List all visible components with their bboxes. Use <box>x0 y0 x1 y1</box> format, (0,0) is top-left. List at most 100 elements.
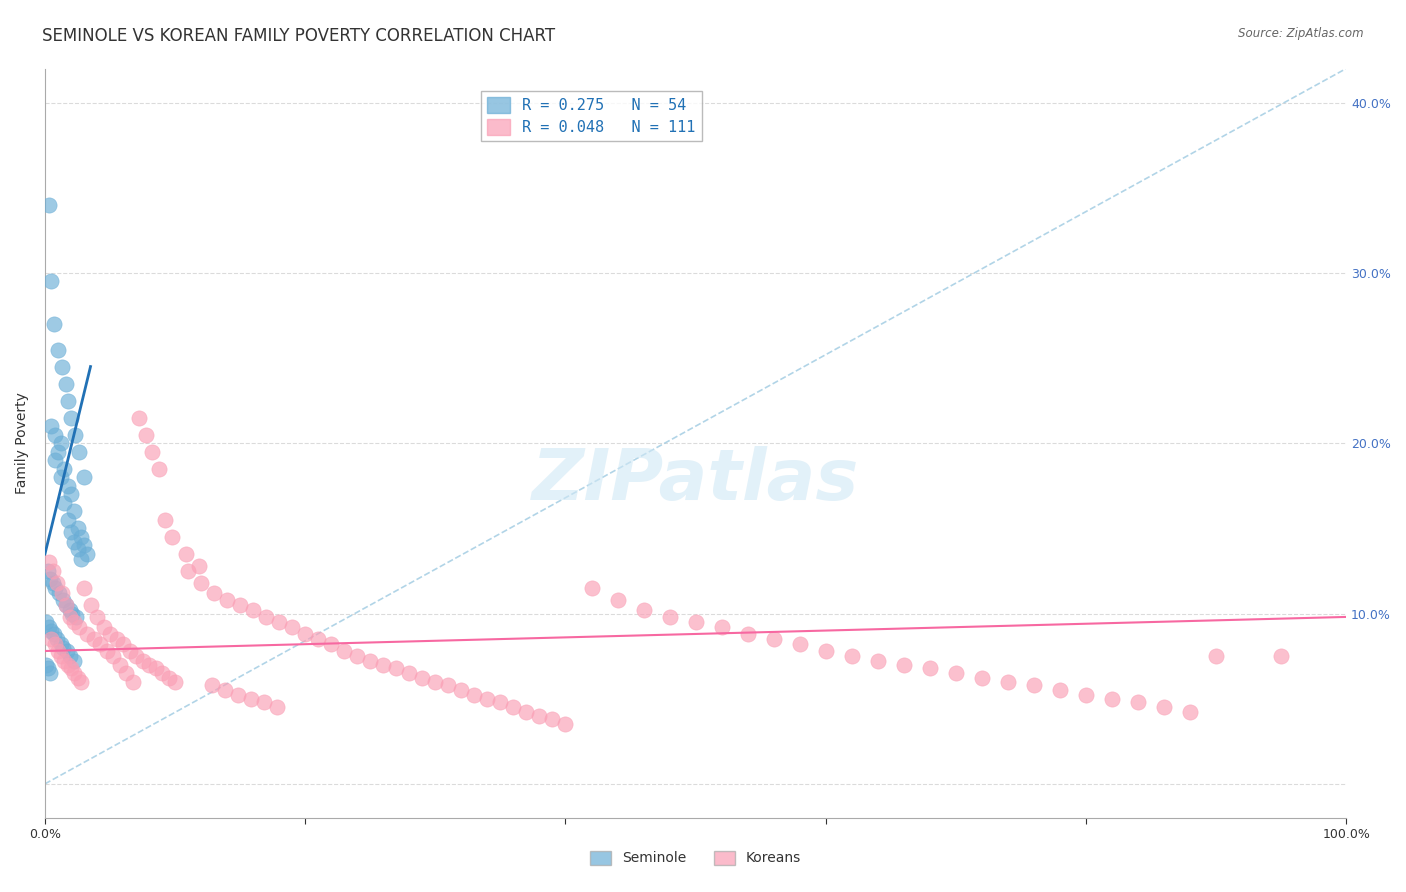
Point <box>502 700 524 714</box>
Point <box>41 419 63 434</box>
Point <box>93 620 115 634</box>
Point <box>73 470 96 484</box>
Point <box>187 558 209 573</box>
Point <box>53 462 76 476</box>
Point <box>39 573 62 587</box>
Point <box>53 654 76 668</box>
Point <box>658 610 681 624</box>
Point <box>177 564 200 578</box>
Point <box>101 649 124 664</box>
Point <box>294 627 316 641</box>
Point <box>59 524 82 539</box>
Point <box>70 530 93 544</box>
Point <box>945 666 967 681</box>
Point <box>58 513 80 527</box>
Point <box>157 671 180 685</box>
Point <box>385 661 408 675</box>
Point <box>200 678 222 692</box>
Point <box>62 535 84 549</box>
Point <box>437 678 460 692</box>
Point <box>150 666 173 681</box>
Point <box>373 657 395 672</box>
Point <box>529 708 551 723</box>
Point <box>489 695 512 709</box>
Point <box>114 666 136 681</box>
Point <box>42 627 65 641</box>
Point <box>73 581 96 595</box>
Y-axis label: Family Poverty: Family Poverty <box>15 392 30 494</box>
Point <box>997 674 1019 689</box>
Point <box>1178 706 1201 720</box>
Point <box>239 691 262 706</box>
Point <box>190 575 212 590</box>
Point <box>125 649 148 664</box>
Point <box>214 683 236 698</box>
Point <box>110 657 132 672</box>
Point <box>59 661 82 675</box>
Point <box>44 581 66 595</box>
Point <box>42 575 65 590</box>
Point <box>70 552 93 566</box>
Point <box>62 615 84 629</box>
Point <box>62 666 84 681</box>
Point <box>737 627 759 641</box>
Point <box>56 644 79 658</box>
Point <box>266 700 288 714</box>
Point <box>67 620 90 634</box>
Point <box>66 671 89 685</box>
Point <box>762 632 785 646</box>
Point <box>1153 700 1175 714</box>
Point <box>38 620 60 634</box>
Point <box>83 632 105 646</box>
Point <box>165 674 187 689</box>
Point <box>477 691 499 706</box>
Point <box>606 593 628 607</box>
Point <box>76 627 98 641</box>
Point <box>41 274 63 288</box>
Point <box>58 479 80 493</box>
Point <box>1205 649 1227 664</box>
Point <box>893 657 915 672</box>
Point <box>62 654 84 668</box>
Point <box>70 674 93 689</box>
Point <box>254 610 277 624</box>
Point <box>59 603 82 617</box>
Point <box>463 688 485 702</box>
Point <box>269 615 291 629</box>
Point <box>141 444 163 458</box>
Point <box>321 637 343 651</box>
Point <box>37 564 59 578</box>
Legend: R = 0.275   N = 54, R = 0.048   N = 111: R = 0.275 N = 54, R = 0.048 N = 111 <box>481 91 702 142</box>
Point <box>118 644 141 658</box>
Point <box>202 586 225 600</box>
Point <box>44 453 66 467</box>
Point <box>242 603 264 617</box>
Point <box>307 632 329 646</box>
Point <box>60 607 83 621</box>
Point <box>789 637 811 651</box>
Point <box>970 671 993 685</box>
Point <box>59 487 82 501</box>
Point <box>89 637 111 651</box>
Point <box>581 581 603 595</box>
Point <box>73 538 96 552</box>
Point <box>45 575 67 590</box>
Point <box>63 427 86 442</box>
Point <box>55 598 77 612</box>
Point <box>174 547 197 561</box>
Point <box>39 666 62 681</box>
Point <box>841 649 863 664</box>
Point <box>58 393 80 408</box>
Point <box>1270 649 1292 664</box>
Point <box>229 598 252 612</box>
Point <box>46 444 69 458</box>
Point <box>710 620 733 634</box>
Point <box>55 598 77 612</box>
Point <box>918 661 941 675</box>
Point <box>131 654 153 668</box>
Point <box>1074 688 1097 702</box>
Point <box>41 632 63 646</box>
Point <box>42 317 65 331</box>
Point <box>122 674 145 689</box>
Point <box>59 649 82 664</box>
